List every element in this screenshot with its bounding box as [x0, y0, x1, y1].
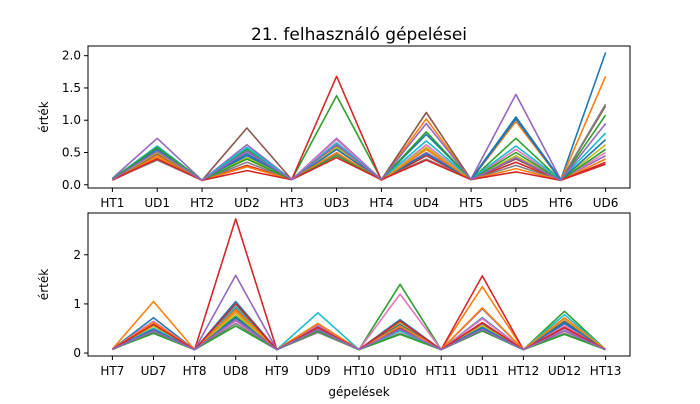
plot-frame [87, 45, 631, 189]
y-tick-label: 0.0 [62, 178, 81, 192]
series-line-2-5 [111, 274, 606, 351]
x-tick-label: UD1 [144, 196, 170, 210]
x-tick-label: UD6 [593, 196, 619, 210]
lower-plot: HT7 UD7 HT8 UD8 HT9 UD9 HT10 UD10 HT11 UD11 HT12 UD… [37, 212, 631, 378]
series-line-1-15 [111, 122, 607, 182]
x-tick-label: UD11 [466, 364, 499, 378]
x-tick-label: UD12 [548, 364, 581, 378]
y-tick-label: 1.0 [62, 113, 81, 127]
x-tick-label: UD4 [413, 196, 439, 210]
x-axis-label: gépelések [328, 385, 389, 399]
series-line-2-2 [111, 285, 606, 351]
y-tick-label: 2 [73, 248, 81, 262]
x-tick-label: HT5 [459, 196, 483, 210]
series-line-2-15 [112, 318, 606, 351]
x-tick-label: HT10 [343, 364, 375, 378]
y-axis-label: érték [37, 269, 51, 300]
x-tick-label: UD5 [503, 196, 529, 210]
x-tick-label: HT7 [100, 364, 124, 378]
series-line-2-12 [111, 306, 607, 351]
y-tick-label: 0 [73, 346, 81, 360]
x-tick-label: UD10 [383, 364, 416, 378]
y-tick-label: 2.0 [62, 49, 81, 63]
x-tick-label: UD8 [223, 364, 249, 378]
y-tick-label: 1 [73, 297, 81, 311]
x-tick-label: HT9 [265, 364, 289, 378]
y-tick-label: 1.5 [62, 81, 81, 95]
x-tick-label: HT11 [425, 364, 457, 378]
y-tick-label: 0.5 [62, 146, 81, 160]
x-tick-label: HT6 [549, 196, 573, 210]
x-tick-label: HT4 [369, 196, 393, 210]
x-tick-label: HT8 [183, 364, 207, 378]
x-tick-label: UD7 [141, 364, 167, 378]
x-tick-label: HT1 [100, 196, 124, 210]
upper-plot: HT1 UD1 HT2 UD2 HT3 UD3 HT4 UD4 HT5 UD5 HT6 UD6 0.0 0… [37, 45, 631, 210]
x-tick-label: HT3 [280, 196, 304, 210]
x-tick-label: HT12 [508, 364, 540, 378]
series-line-2-4 [112, 218, 606, 351]
x-tick-label: UD9 [305, 364, 331, 378]
x-tick-label: HT13 [590, 364, 622, 378]
x-tick-label: HT2 [190, 196, 214, 210]
series-line-1-14 [112, 156, 606, 182]
x-tick-label: UD2 [234, 196, 260, 210]
y-axis-label: érték [37, 101, 51, 132]
chart-title: 21. felhasználó gépelései [251, 25, 467, 45]
x-tick-label: UD3 [324, 196, 350, 210]
